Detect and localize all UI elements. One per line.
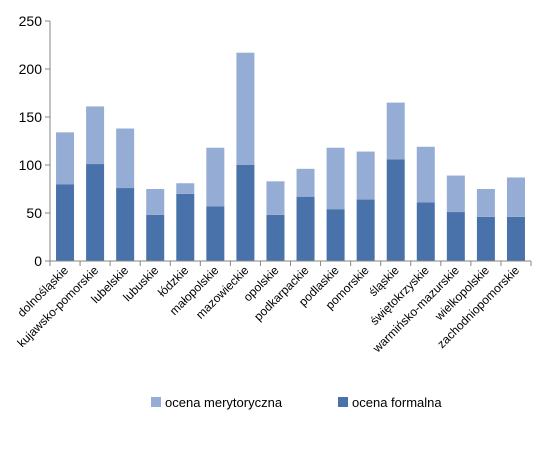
bar-ocena-formalna-11	[356, 199, 375, 261]
bar-ocena-merytoryczna-9	[296, 168, 315, 197]
legend: ocena merytoryczna ocena formalna	[151, 395, 442, 410]
bars	[56, 52, 525, 261]
bar-ocena-formalna-16	[506, 216, 525, 261]
bar-ocena-formalna-6	[206, 206, 225, 261]
legend-label: ocena merytoryczna	[165, 395, 283, 410]
bar-ocena-formalna-15	[476, 216, 495, 261]
bar-ocena-merytoryczna-6	[206, 147, 225, 207]
bar-ocena-merytoryczna-8	[266, 181, 285, 215]
y-tick-label: 0	[34, 253, 42, 269]
bar-ocena-merytoryczna-13	[416, 146, 435, 203]
bar-ocena-formalna-1	[56, 184, 75, 261]
bar-ocena-formalna-2	[86, 164, 105, 261]
bar-ocena-merytoryczna-11	[356, 151, 375, 200]
y-tick-label: 100	[19, 157, 43, 173]
bar-ocena-merytoryczna-2	[86, 106, 105, 165]
bar-ocena-merytoryczna-14	[446, 175, 465, 213]
bar-ocena-formalna-9	[296, 196, 315, 261]
bar-ocena-formalna-3	[116, 188, 135, 261]
legend-label: ocena formalna	[352, 395, 442, 410]
legend-swatch	[151, 397, 161, 407]
bar-ocena-formalna-10	[326, 209, 345, 261]
x-axis: dolnośląskiekujawsko-pomorskielubelskiel…	[14, 260, 532, 356]
bar-ocena-merytoryczna-5	[176, 183, 195, 194]
bar-ocena-formalna-4	[146, 214, 165, 261]
bar-ocena-merytoryczna-10	[326, 147, 345, 210]
bar-ocena-formalna-12	[386, 159, 405, 261]
bar-ocena-merytoryczna-3	[116, 128, 135, 189]
bar-ocena-formalna-7	[236, 165, 255, 261]
bar-ocena-merytoryczna-15	[476, 189, 495, 217]
y-tick-label: 250	[19, 13, 43, 29]
bar-ocena-formalna-14	[446, 212, 465, 261]
bar-ocena-merytoryczna-1	[56, 132, 75, 185]
y-tick-label: 50	[26, 205, 42, 221]
bar-ocena-formalna-8	[266, 214, 285, 261]
y-tick-label: 150	[19, 109, 43, 125]
bar-ocena-formalna-5	[176, 193, 195, 261]
bar-ocena-merytoryczna-4	[146, 189, 165, 215]
bar-ocena-merytoryczna-7	[236, 52, 255, 165]
legend-swatch	[338, 397, 348, 407]
bar-ocena-formalna-13	[416, 202, 435, 261]
y-tick-label: 200	[19, 61, 43, 77]
bar-ocena-merytoryczna-12	[386, 102, 405, 160]
y-axis: 0 50 100 150 200 250	[19, 13, 51, 269]
bar-ocena-merytoryczna-16	[506, 177, 525, 217]
